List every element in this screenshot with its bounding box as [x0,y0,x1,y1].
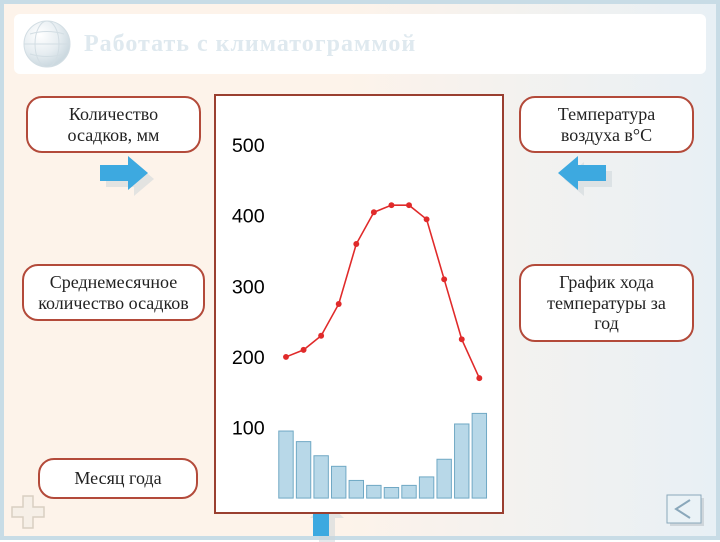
svg-text:100: 100 [232,417,265,439]
svg-text:300: 300 [232,276,265,298]
chart-svg: 500 400 300 200 100 [222,102,496,506]
label-precip-amount: Количество осадков, мм [26,96,201,153]
close-cross-icon[interactable] [10,494,46,530]
arrow-right-icon [100,156,148,190]
chart-plot-area: 500 400 300 200 100 [222,102,496,506]
label-avg-precip: Среднемесячное количество осадков [22,264,205,321]
slide-title: Работать с климатограммой [84,31,416,58]
nav-back-icon[interactable] [666,494,706,528]
label-month: Месяц года [38,458,198,499]
globe-icon [22,19,72,69]
svg-text:400: 400 [232,206,265,228]
label-temp-graph: График хода температуры за год [519,264,694,342]
climatogram-chart: 500 400 300 200 100 [214,94,504,514]
slide: Работать с климатограммой Количество оса… [0,0,720,540]
label-temp-air: Температура воздуха в°С [519,96,694,153]
title-bar: Работать с климатограммой [14,14,706,74]
svg-text:500: 500 [232,135,265,157]
svg-text:200: 200 [232,347,265,369]
arrow-left-icon [558,156,606,190]
